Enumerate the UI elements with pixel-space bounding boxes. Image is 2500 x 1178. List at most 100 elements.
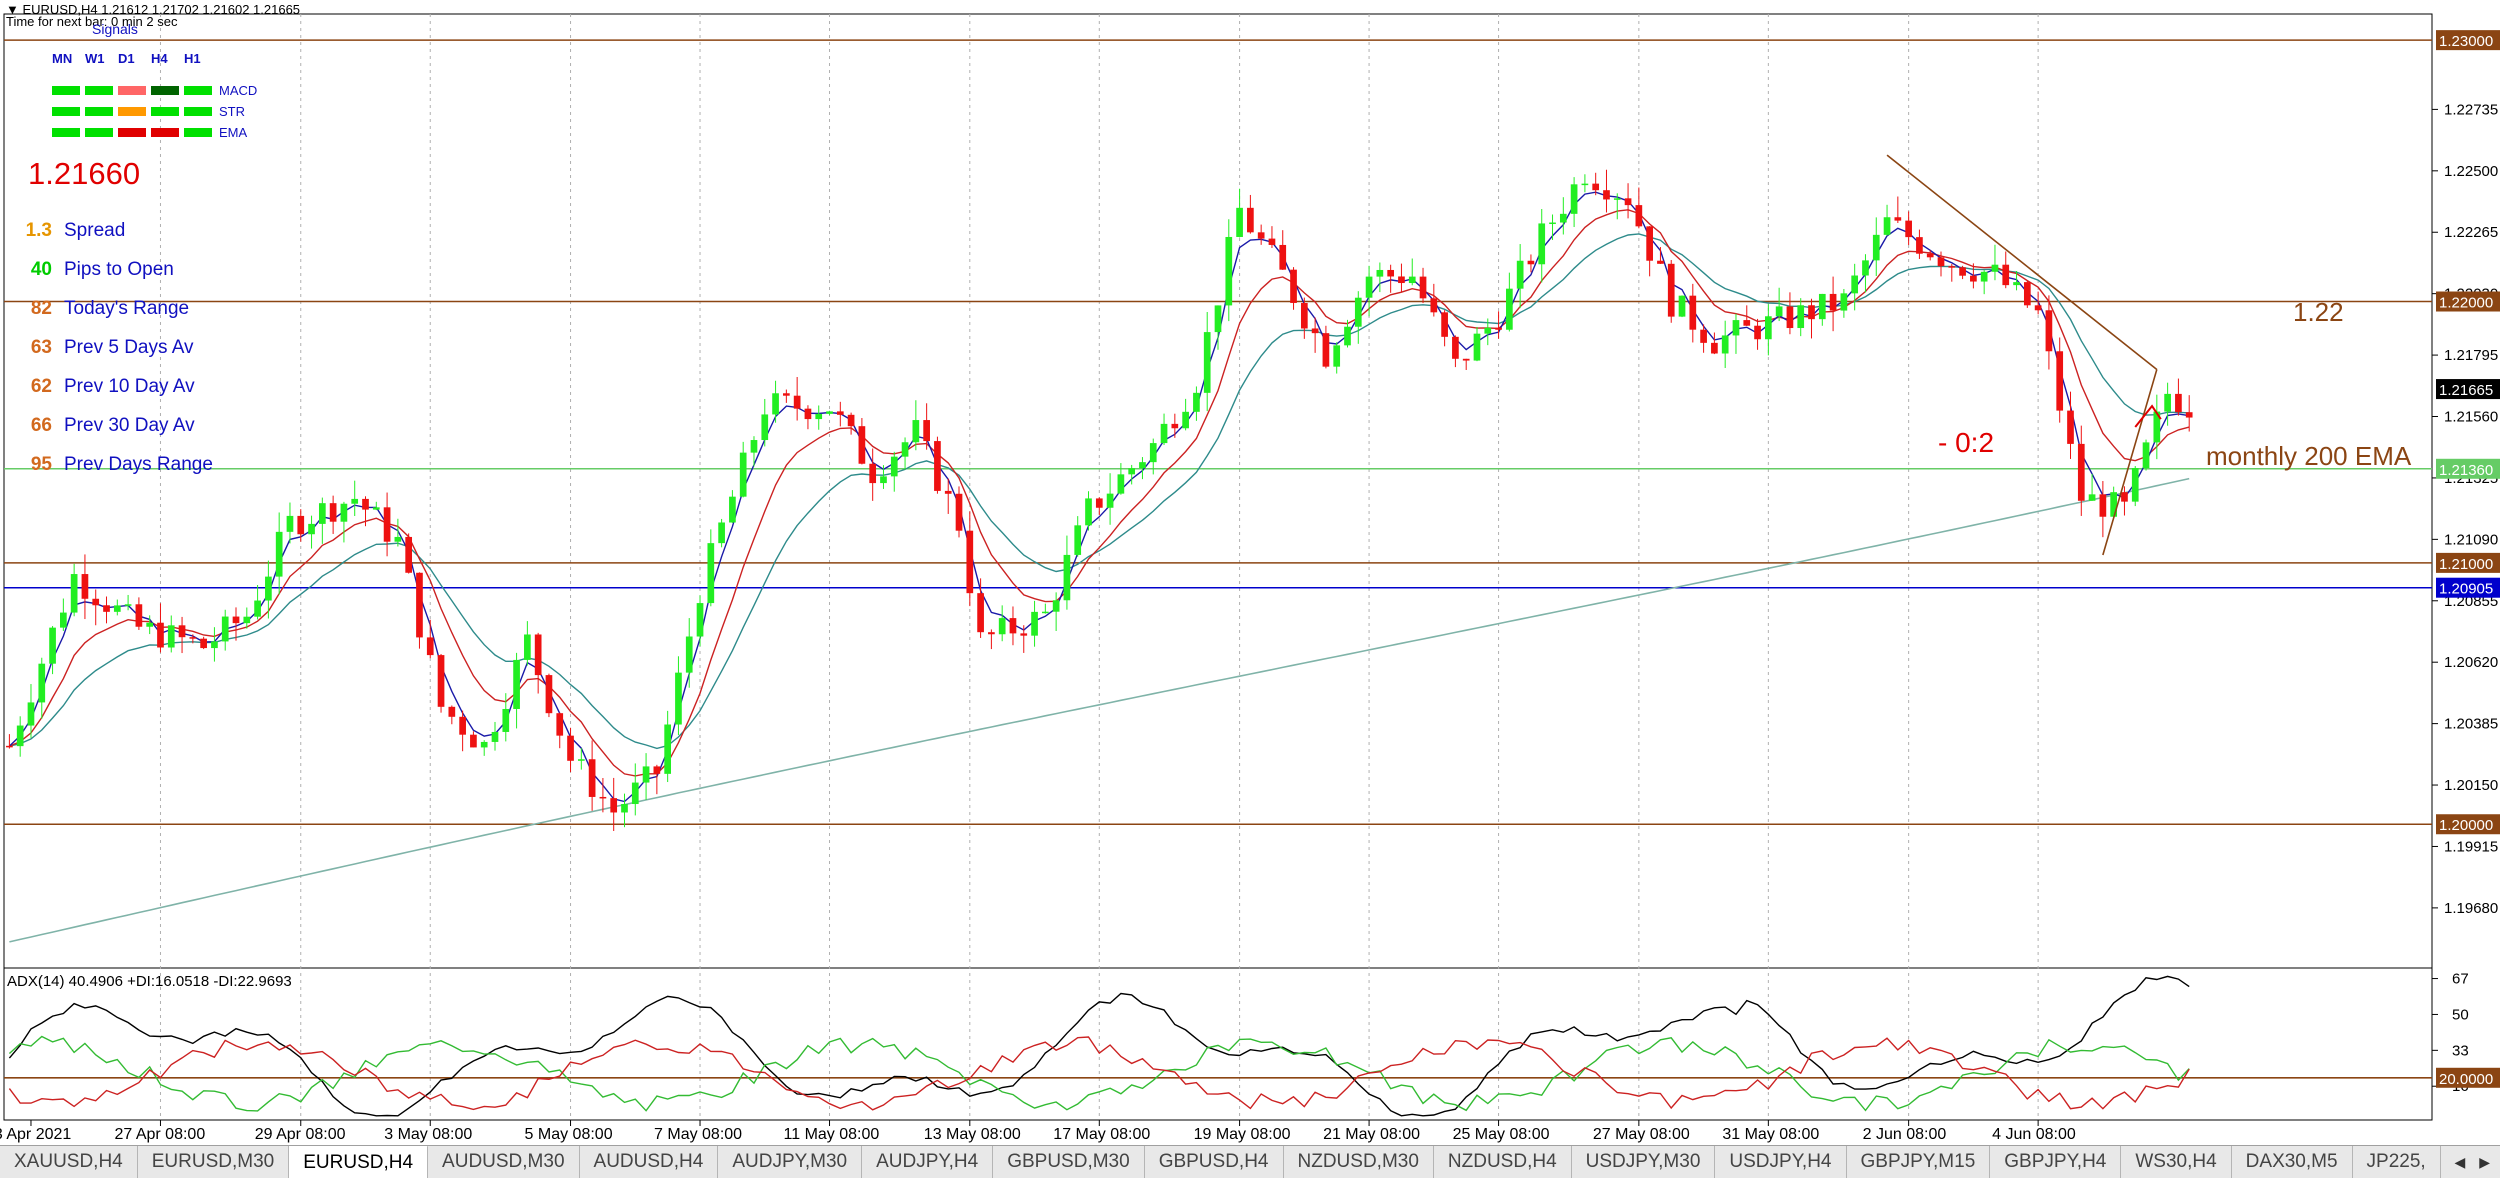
y-tick-label: 1.21560 — [2444, 409, 2498, 426]
candle-body — [1462, 358, 1470, 361]
adx-tick-label: 33 — [2452, 1042, 2469, 1059]
signal-timeframe: H4 — [151, 51, 168, 66]
tab-gbpjpy-m15[interactable]: GBPJPY,M15 — [1846, 1146, 1991, 1178]
candle-body — [1700, 329, 1707, 343]
signal-cell — [85, 128, 113, 137]
candle-body — [923, 420, 930, 442]
signal-cell — [52, 128, 80, 137]
candle-body — [988, 632, 995, 635]
candle-body — [1408, 276, 1416, 284]
candle-body — [793, 395, 801, 409]
signals-timeframes: MN W1 D1 H4 H1 — [52, 51, 217, 66]
candle-body — [718, 522, 725, 544]
tab-nzdusd-m30[interactable]: NZDUSD,M30 — [1283, 1146, 1434, 1178]
candle-body — [707, 543, 715, 604]
x-tick-label: 13 May 08:00 — [924, 1126, 1021, 1143]
candle-body — [1797, 305, 1805, 329]
stat-value: 66 — [30, 414, 52, 436]
candle-body — [944, 490, 952, 494]
signal-cell — [118, 128, 146, 137]
signal-cell — [85, 107, 113, 116]
candle-body — [405, 536, 413, 573]
candle-body — [1257, 232, 1265, 239]
candle-body — [2077, 443, 2085, 501]
candle-body — [977, 593, 984, 633]
bar-timer: Time for next bar: 0 min 2 sec — [6, 14, 178, 29]
candle-body — [146, 622, 154, 627]
tab-audusd-m30[interactable]: AUDUSD,M30 — [428, 1146, 580, 1178]
candle-body — [1721, 335, 1729, 354]
signal-cell — [118, 86, 146, 95]
tab-usdjpy-h4[interactable]: USDJPY,H4 — [1715, 1146, 1847, 1178]
candle-body — [815, 413, 823, 420]
candle-body — [599, 796, 607, 799]
candle-body — [189, 637, 197, 639]
candle-body — [1959, 267, 1966, 276]
level-price-box — [2436, 552, 2500, 573]
x-tick-label: 5 May 08:00 — [525, 1126, 613, 1143]
x-tick-label: 25 May 08:00 — [1453, 1126, 1550, 1143]
candle-body — [49, 627, 56, 664]
signal-row-label: STR — [219, 104, 245, 119]
candle-body — [81, 574, 89, 599]
candle-body — [1214, 305, 1222, 333]
adx-label: ADX(14) 40.4906 +DI:16.0518 -DI:22.9693 — [7, 973, 292, 990]
candle-body — [934, 441, 941, 491]
scroll-left-icon[interactable]: ◀ — [2454, 1153, 2466, 1170]
price-pane — [3, 13, 2433, 969]
candle-body — [1041, 611, 1049, 614]
candle-body — [340, 503, 348, 522]
tab-audjpy-m30[interactable]: AUDJPY,M30 — [718, 1146, 863, 1178]
candle-body — [545, 675, 553, 714]
tab-gbpusd-h4[interactable]: GBPUSD,H4 — [1144, 1146, 1284, 1178]
candle-body — [1980, 271, 1988, 282]
candle-body — [1613, 198, 1621, 200]
candle-body — [567, 735, 574, 761]
level-price-label: 1.20905 — [2439, 581, 2493, 598]
tab-gbpjpy-h4[interactable]: GBPJPY,H4 — [1990, 1146, 2122, 1178]
tab-audjpy-h4[interactable]: AUDJPY,H4 — [862, 1146, 994, 1178]
tab-gbpusd-m30[interactable]: GBPUSD,M30 — [993, 1146, 1145, 1178]
scroll-right-icon[interactable]: ▶ — [2479, 1153, 2490, 1170]
price-chart[interactable]: 23 Apr 2021 27 Apr 08:00 29 Apr 08:00 3 May… — [0, 0, 2500, 1145]
ema-mid-line — [9, 209, 2190, 777]
candle-body — [1862, 260, 1869, 276]
candle-body — [1678, 295, 1686, 317]
tab-usdjpy-m30[interactable]: USDJPY,M30 — [1571, 1146, 1716, 1178]
tab-eurusd-m30[interactable]: EURUSD,M30 — [137, 1146, 290, 1178]
signals-title: Signals — [92, 21, 138, 37]
tab-jp225[interactable]: JP225, — [2352, 1146, 2441, 1178]
candle-body — [1484, 327, 1492, 334]
y-tick-label: 1.20620 — [2444, 654, 2498, 671]
candle-body — [1311, 328, 1319, 334]
candle-body — [211, 641, 218, 649]
candle-body — [1095, 498, 1103, 508]
adx-level-label: 20.0000 — [2439, 1071, 2493, 1088]
collapse-triangle-icon[interactable]: ▼ — [6, 2, 23, 17]
candle-body — [1775, 306, 1783, 317]
candle-body — [1365, 276, 1373, 298]
tab-nzdusd-h4[interactable]: NZDUSD,H4 — [1433, 1146, 1572, 1178]
stat-label: Pips to Open — [64, 258, 174, 280]
candle-body — [524, 634, 531, 660]
candle-body — [1268, 238, 1276, 245]
tab-xauusd-h4[interactable]: XAUUSD,H4 — [0, 1146, 138, 1178]
candle-body — [470, 734, 477, 748]
candle-body — [1894, 217, 1902, 221]
adx-line — [8, 975, 2190, 1117]
candle-body — [631, 782, 639, 805]
candle-body — [2121, 492, 2128, 502]
tab-ws30-h4[interactable]: WS30,H4 — [2121, 1146, 2232, 1178]
candle-body — [1635, 205, 1643, 227]
x-tick-label: 27 Apr 08:00 — [114, 1126, 205, 1143]
y-tick-label: 1.20385 — [2444, 716, 2498, 733]
stat-value: 40 — [30, 258, 52, 280]
candle-body — [1020, 633, 1028, 636]
tab-eurusd-h4[interactable]: EURUSD,H4 — [289, 1146, 429, 1178]
tab-dax30-m5[interactable]: DAX30,M5 — [2231, 1146, 2353, 1178]
candle-body — [2142, 442, 2150, 469]
minus-di-line — [8, 1036, 2190, 1111]
candle-body — [1344, 326, 1351, 346]
candle-body — [966, 530, 974, 594]
tab-audusd-h4[interactable]: AUDUSD,H4 — [579, 1146, 719, 1178]
